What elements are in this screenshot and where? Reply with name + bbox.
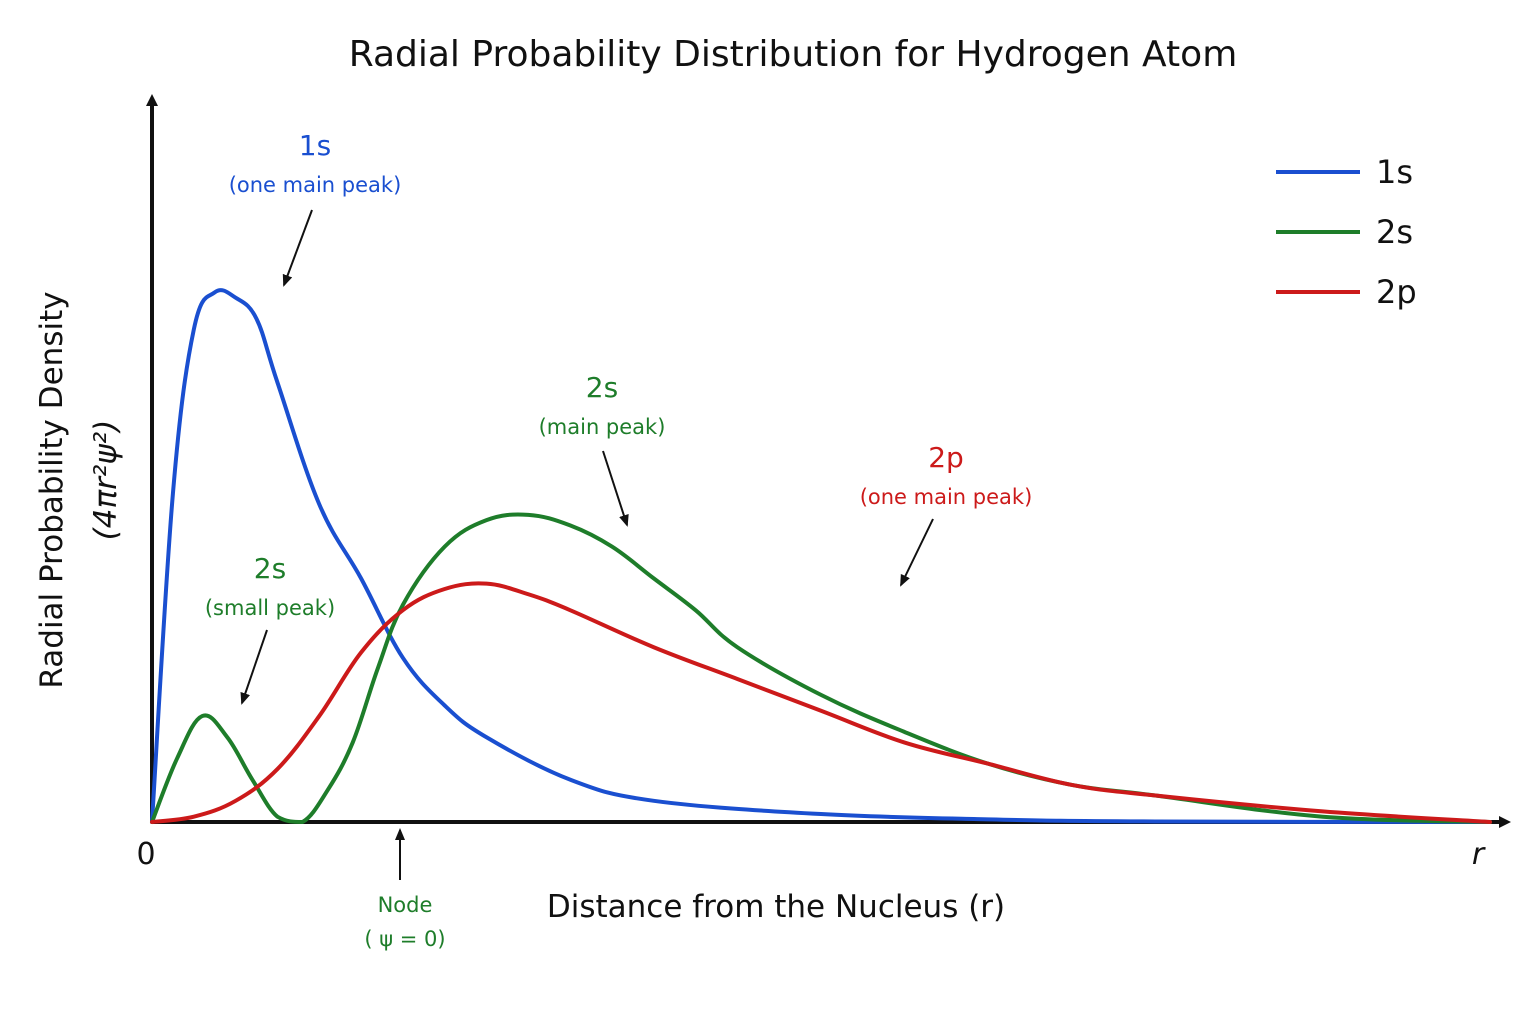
annotation-2s-1: 2s (small peak)	[205, 552, 335, 703]
x-axis-end-label: r	[1472, 837, 1486, 872]
annotation-label: Node	[378, 893, 433, 917]
x-axis-title: Distance from the Nucleus (r)	[547, 889, 1005, 925]
annotation-1s-0: 1s (one main peak)	[229, 129, 402, 285]
annotation-arrow	[284, 210, 312, 285]
annotation-layer: 1s (one main peak) 2s (small peak) 2s (main p…	[205, 129, 1032, 951]
legend: 1s 2s 2p	[1276, 153, 1417, 311]
chart-title: Radial Probability Distribution for Hydr…	[349, 34, 1238, 75]
annotation-arrow	[901, 519, 933, 585]
annotation-sublabel: (main peak)	[539, 415, 666, 439]
y-axis-formula: (4πr²ψ²)	[88, 420, 124, 541]
legend-label: 1s	[1376, 153, 1413, 191]
legend-item-2s: 2s	[1276, 213, 1413, 251]
annotation-sublabel: (one main peak)	[229, 173, 402, 197]
legend-label: 2s	[1376, 213, 1413, 251]
annotation-label: 2s	[586, 371, 618, 404]
annotation-2s-2: 2s (main peak)	[539, 371, 666, 525]
annotation-label: 2s	[254, 552, 286, 585]
series-layer	[152, 290, 1490, 822]
legend-label: 2p	[1376, 273, 1417, 311]
annotation-sublabel: (one main peak)	[860, 485, 1033, 509]
annotation-arrow	[603, 451, 627, 525]
legend-item-2p: 2p	[1276, 273, 1417, 311]
y-axis-title: Radial Probability Density	[34, 291, 70, 688]
annotation-sublabel: ( ψ = 0)	[364, 927, 445, 951]
x-tick-origin: 0	[136, 837, 155, 872]
annotation-2p-3: 2p (one main peak)	[860, 441, 1033, 585]
annotation-sublabel: (small peak)	[205, 596, 335, 620]
annotation-label: 1s	[299, 129, 331, 162]
annotation-label: 2p	[928, 441, 964, 474]
legend-item-1s: 1s	[1276, 153, 1413, 191]
annotation-arrow	[242, 630, 267, 703]
series-line-2p	[152, 583, 1490, 822]
annotation-2s-4: Node ( ψ = 0)	[364, 830, 445, 951]
